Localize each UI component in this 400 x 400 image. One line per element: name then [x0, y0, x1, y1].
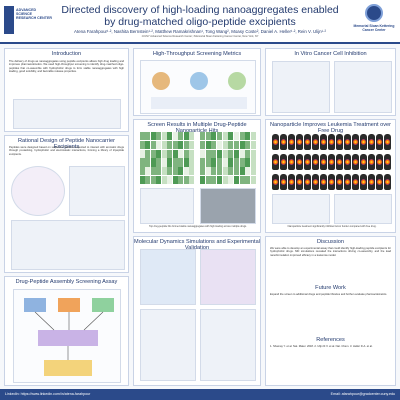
- md-plot-1: [140, 309, 196, 381]
- peptide-sequence-figure: [69, 166, 125, 216]
- invitro-panel: In Vitro Cancer Cell Inhibition: [265, 48, 396, 116]
- mouse-imaging-row-3: [272, 174, 391, 190]
- invitro-title: In Vitro Cancer Cell Inhibition: [294, 51, 367, 57]
- screening-metrics-panel: High-Throughput Screening Metrics: [133, 48, 261, 116]
- md-snapshot-2: [200, 249, 256, 305]
- leukemia-caption: Nanoparticle treatment significantly inh…: [287, 225, 377, 228]
- metrics-icons: [151, 72, 247, 109]
- assembly-workflow-diagram: [13, 289, 121, 383]
- screen-results-panel: Screen Results in Multiple Drug-Peptide …: [133, 119, 261, 233]
- rational-design-panel: Rational Design of Peptide Nanocarrier E…: [4, 135, 129, 273]
- poster-title-line2: by drug-matched oligo-peptide excipients: [104, 16, 296, 28]
- mskcc-logo-text: Memorial Sloan Kettering Cancer Center: [353, 24, 395, 32]
- tumor-burden-plot: [272, 194, 330, 224]
- linkedin-link[interactable]: LinkedIn: https://www.linkedin.com/in/at…: [5, 392, 91, 396]
- introduction-title: Introduction: [51, 51, 82, 57]
- assembly-assay-title: Drug-Peptide Assembly Screening Assay: [15, 279, 118, 285]
- md-snapshot-1: [140, 249, 196, 305]
- intro-diagram: [13, 99, 121, 129]
- poster-header: ADVANCED SCIENCE RESEARCH CENTER Directe…: [0, 0, 400, 44]
- md-simulation-title: Molecular Dynamics Simulations and Exper…: [134, 239, 260, 251]
- invitro-plot-1: [272, 61, 330, 113]
- mouse-imaging-row-2: [272, 154, 391, 170]
- discussion-panel: Discussion We were able to develop an ex…: [265, 236, 396, 386]
- poster-title-line1: Directed discovery of high-loading nanoa…: [61, 4, 339, 16]
- workflow-icons: [24, 298, 114, 376]
- survival-plot: [334, 194, 392, 224]
- discussion-title: Discussion: [316, 239, 345, 245]
- introduction-text: The delivery of drugs as nanoaggregates …: [9, 60, 124, 73]
- poster-footer: LinkedIn: https://www.linkedin.com/in/at…: [0, 389, 400, 400]
- peptide-structures-figure: [11, 220, 125, 270]
- poster-title: Directed discovery of high-loading nanoa…: [56, 4, 344, 28]
- rational-design-title: Rational Design of Peptide Nanocarrier E…: [17, 138, 115, 150]
- tem-micrograph: [200, 188, 256, 224]
- heatmap-grid-2: [200, 132, 256, 184]
- rational-design-text: Peptides were designed based on sequence…: [9, 146, 124, 156]
- heatmap-grid-1: [140, 132, 194, 184]
- drug-structures-figure: [140, 188, 194, 224]
- mskcc-logo: Memorial Sloan Kettering Cancer Center: [352, 4, 396, 38]
- mskcc-seal-icon: [365, 4, 383, 22]
- screening-metrics-diagram: [140, 60, 256, 114]
- poster-authors: Atena Farahpour¹·², Nashita Bernstein¹·²…: [74, 29, 326, 34]
- md-plot-2: [200, 309, 256, 381]
- asrc-logo: ADVANCED SCIENCE RESEARCH CENTER: [4, 6, 52, 36]
- introduction-panel: Introduction The delivery of drugs as na…: [4, 48, 129, 132]
- poster-affiliations: ¹CUNY Advanced Science Research Center; …: [141, 35, 259, 38]
- mouse-imaging-row-1: [272, 134, 391, 150]
- references-title: References: [316, 337, 345, 343]
- references-text: 1. Shamay Y. et al. Nat. Mater. 2018. 2.…: [270, 345, 373, 348]
- screening-metrics-title: High-Throughput Screening Metrics: [152, 51, 242, 57]
- screen-results-caption: Top drug-peptide hits formed stable nano…: [149, 225, 247, 228]
- future-work-title: Future Work: [315, 285, 346, 291]
- future-work-text: Expand the screen to additional drugs an…: [270, 293, 388, 296]
- screen-results-title: Screen Results in Multiple Drug-Peptide …: [147, 122, 247, 134]
- email-link[interactable]: Email: afarahpour@gradcenter.cuny.edu: [330, 392, 395, 396]
- invitro-plot-2: [334, 61, 392, 113]
- peptide-cluster-figure: [11, 166, 65, 216]
- leukemia-panel: Nanoparticle Improves Leukemia Treatment…: [265, 119, 396, 233]
- md-simulation-panel: Molecular Dynamics Simulations and Exper…: [133, 236, 261, 386]
- leukemia-title: Nanoparticle Improves Leukemia Treatment…: [270, 122, 391, 134]
- assembly-assay-panel: Drug-Peptide Assembly Screening Assay: [4, 276, 129, 386]
- asrc-logo-mark-icon: [4, 6, 14, 34]
- discussion-text: We were able to develop an experimental …: [270, 247, 391, 257]
- asrc-logo-text: ADVANCED SCIENCE RESEARCH CENTER: [16, 8, 52, 21]
